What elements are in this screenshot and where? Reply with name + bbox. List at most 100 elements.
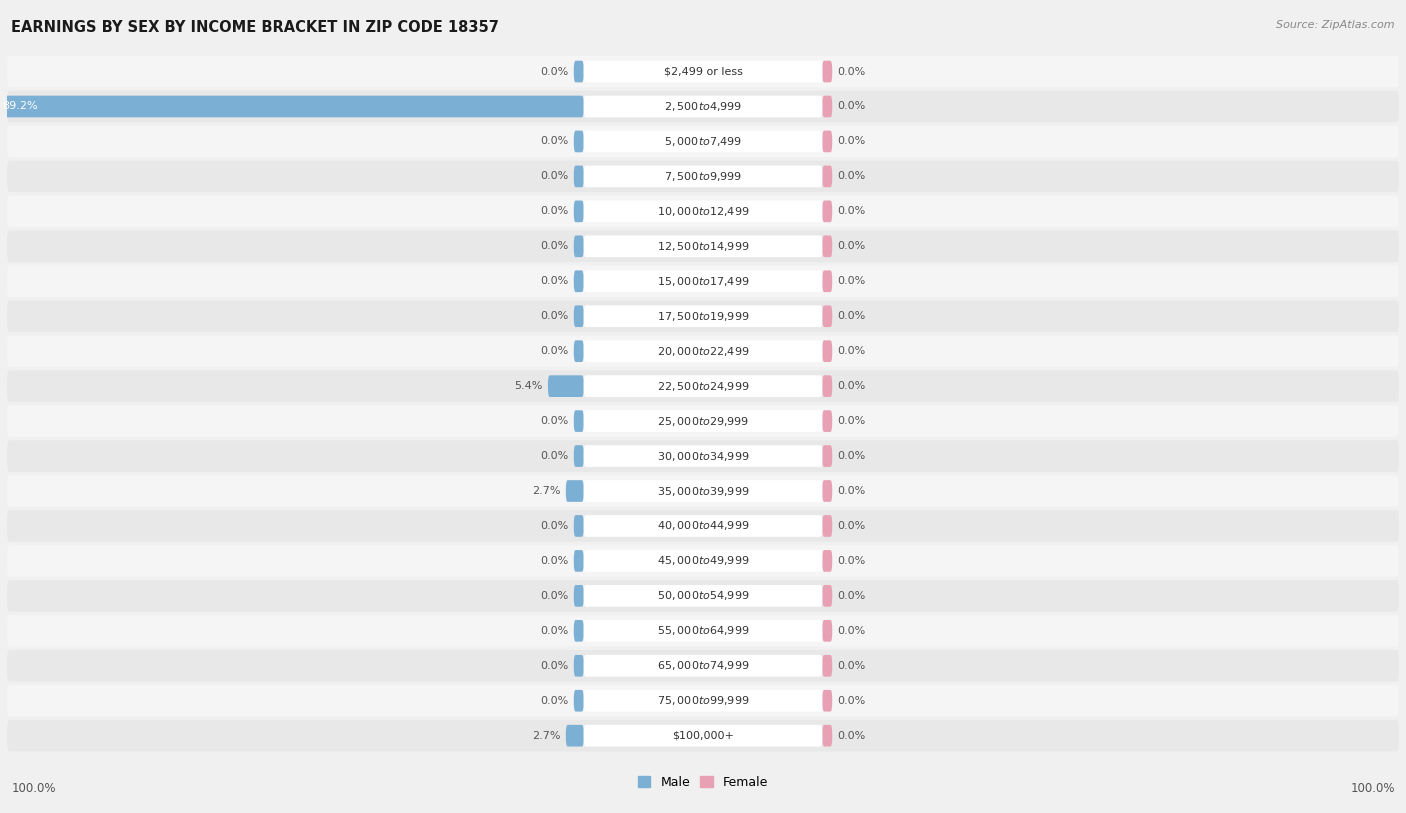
FancyBboxPatch shape bbox=[7, 126, 1399, 157]
FancyBboxPatch shape bbox=[7, 720, 1399, 751]
FancyBboxPatch shape bbox=[7, 580, 1399, 611]
FancyBboxPatch shape bbox=[7, 91, 1399, 122]
Text: 0.0%: 0.0% bbox=[540, 241, 568, 251]
Text: $65,000 to $74,999: $65,000 to $74,999 bbox=[657, 659, 749, 672]
Text: 100.0%: 100.0% bbox=[11, 782, 56, 795]
FancyBboxPatch shape bbox=[823, 131, 832, 152]
FancyBboxPatch shape bbox=[583, 61, 823, 82]
FancyBboxPatch shape bbox=[583, 166, 823, 187]
Text: 5.4%: 5.4% bbox=[515, 381, 543, 391]
Text: $100,000+: $100,000+ bbox=[672, 731, 734, 741]
FancyBboxPatch shape bbox=[823, 515, 832, 537]
Text: $17,500 to $19,999: $17,500 to $19,999 bbox=[657, 310, 749, 323]
FancyBboxPatch shape bbox=[583, 550, 823, 572]
FancyBboxPatch shape bbox=[574, 166, 583, 187]
Legend: Male, Female: Male, Female bbox=[633, 771, 773, 793]
FancyBboxPatch shape bbox=[574, 515, 583, 537]
Text: 0.0%: 0.0% bbox=[838, 381, 866, 391]
FancyBboxPatch shape bbox=[823, 96, 832, 117]
FancyBboxPatch shape bbox=[7, 231, 1399, 262]
FancyBboxPatch shape bbox=[823, 166, 832, 187]
FancyBboxPatch shape bbox=[583, 236, 823, 257]
Text: $12,500 to $14,999: $12,500 to $14,999 bbox=[657, 240, 749, 253]
FancyBboxPatch shape bbox=[7, 546, 1399, 576]
Text: 0.0%: 0.0% bbox=[838, 416, 866, 426]
FancyBboxPatch shape bbox=[7, 441, 1399, 472]
FancyBboxPatch shape bbox=[583, 446, 823, 467]
Text: $40,000 to $44,999: $40,000 to $44,999 bbox=[657, 520, 749, 533]
Text: 0.0%: 0.0% bbox=[838, 67, 866, 76]
FancyBboxPatch shape bbox=[7, 615, 1399, 646]
Text: $75,000 to $99,999: $75,000 to $99,999 bbox=[657, 694, 749, 707]
Text: 0.0%: 0.0% bbox=[838, 207, 866, 216]
Text: 0.0%: 0.0% bbox=[838, 731, 866, 741]
FancyBboxPatch shape bbox=[7, 266, 1399, 297]
Text: 0.0%: 0.0% bbox=[838, 591, 866, 601]
FancyBboxPatch shape bbox=[574, 271, 583, 292]
FancyBboxPatch shape bbox=[7, 476, 1399, 506]
Text: $25,000 to $29,999: $25,000 to $29,999 bbox=[657, 415, 749, 428]
Text: 0.0%: 0.0% bbox=[838, 556, 866, 566]
Text: 0.0%: 0.0% bbox=[838, 696, 866, 706]
FancyBboxPatch shape bbox=[583, 96, 823, 117]
Text: 0.0%: 0.0% bbox=[838, 241, 866, 251]
Text: $22,500 to $24,999: $22,500 to $24,999 bbox=[657, 380, 749, 393]
FancyBboxPatch shape bbox=[7, 371, 1399, 402]
FancyBboxPatch shape bbox=[583, 585, 823, 606]
FancyBboxPatch shape bbox=[7, 161, 1399, 192]
FancyBboxPatch shape bbox=[583, 306, 823, 327]
Text: 89.2%: 89.2% bbox=[3, 102, 38, 111]
FancyBboxPatch shape bbox=[7, 406, 1399, 437]
FancyBboxPatch shape bbox=[574, 131, 583, 152]
Text: 0.0%: 0.0% bbox=[540, 311, 568, 321]
Text: 0.0%: 0.0% bbox=[540, 207, 568, 216]
FancyBboxPatch shape bbox=[823, 341, 832, 362]
Text: 0.0%: 0.0% bbox=[540, 626, 568, 636]
FancyBboxPatch shape bbox=[583, 201, 823, 222]
Text: $5,000 to $7,499: $5,000 to $7,499 bbox=[664, 135, 742, 148]
Text: 0.0%: 0.0% bbox=[540, 556, 568, 566]
FancyBboxPatch shape bbox=[823, 236, 832, 257]
FancyBboxPatch shape bbox=[574, 620, 583, 641]
Text: $2,499 or less: $2,499 or less bbox=[664, 67, 742, 76]
FancyBboxPatch shape bbox=[583, 480, 823, 502]
Text: 0.0%: 0.0% bbox=[838, 521, 866, 531]
FancyBboxPatch shape bbox=[574, 585, 583, 606]
FancyBboxPatch shape bbox=[823, 376, 832, 397]
Text: 0.0%: 0.0% bbox=[838, 486, 866, 496]
Text: $15,000 to $17,499: $15,000 to $17,499 bbox=[657, 275, 749, 288]
FancyBboxPatch shape bbox=[823, 690, 832, 711]
FancyBboxPatch shape bbox=[7, 56, 1399, 87]
Text: $2,500 to $4,999: $2,500 to $4,999 bbox=[664, 100, 742, 113]
FancyBboxPatch shape bbox=[574, 446, 583, 467]
Text: 0.0%: 0.0% bbox=[838, 626, 866, 636]
Text: Source: ZipAtlas.com: Source: ZipAtlas.com bbox=[1277, 20, 1395, 30]
Text: 0.0%: 0.0% bbox=[838, 172, 866, 181]
Text: $45,000 to $49,999: $45,000 to $49,999 bbox=[657, 554, 749, 567]
FancyBboxPatch shape bbox=[823, 201, 832, 222]
FancyBboxPatch shape bbox=[7, 301, 1399, 332]
Text: $35,000 to $39,999: $35,000 to $39,999 bbox=[657, 485, 749, 498]
Text: $50,000 to $54,999: $50,000 to $54,999 bbox=[657, 589, 749, 602]
Text: EARNINGS BY SEX BY INCOME BRACKET IN ZIP CODE 18357: EARNINGS BY SEX BY INCOME BRACKET IN ZIP… bbox=[11, 20, 499, 35]
Text: 0.0%: 0.0% bbox=[838, 137, 866, 146]
FancyBboxPatch shape bbox=[583, 131, 823, 152]
FancyBboxPatch shape bbox=[548, 376, 583, 397]
FancyBboxPatch shape bbox=[574, 655, 583, 676]
Text: 0.0%: 0.0% bbox=[540, 276, 568, 286]
FancyBboxPatch shape bbox=[823, 480, 832, 502]
FancyBboxPatch shape bbox=[7, 511, 1399, 541]
Text: 0.0%: 0.0% bbox=[540, 346, 568, 356]
FancyBboxPatch shape bbox=[574, 236, 583, 257]
FancyBboxPatch shape bbox=[823, 61, 832, 82]
FancyBboxPatch shape bbox=[583, 620, 823, 641]
FancyBboxPatch shape bbox=[583, 271, 823, 292]
FancyBboxPatch shape bbox=[574, 690, 583, 711]
FancyBboxPatch shape bbox=[7, 336, 1399, 367]
Text: 0.0%: 0.0% bbox=[540, 451, 568, 461]
Text: 0.0%: 0.0% bbox=[540, 172, 568, 181]
FancyBboxPatch shape bbox=[0, 96, 583, 117]
FancyBboxPatch shape bbox=[823, 620, 832, 641]
FancyBboxPatch shape bbox=[574, 341, 583, 362]
FancyBboxPatch shape bbox=[823, 271, 832, 292]
